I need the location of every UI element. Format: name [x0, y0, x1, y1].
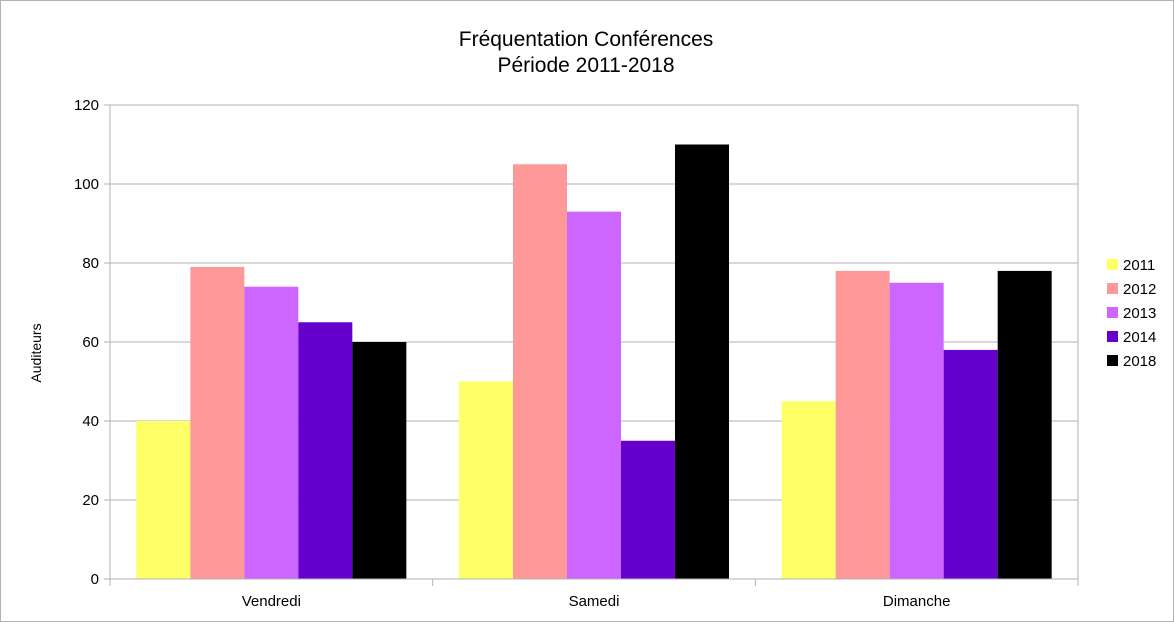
x-tick-labels: Vendredi Samedi Dimanche: [242, 593, 951, 610]
bar-samedi-2011: [459, 381, 513, 579]
bar-vendredi-2018: [352, 342, 407, 579]
axes: [104, 104, 1079, 586]
bar-samedi-2013: [567, 211, 621, 579]
legend-label-2018: 2018: [1123, 353, 1156, 370]
y-axis-title: Auditeurs: [28, 323, 44, 382]
bar-dimanche-2014: [943, 349, 998, 579]
bar-dimanche-2013: [889, 282, 944, 579]
legend-label-2012: 2012: [1123, 281, 1156, 298]
chart-title-line-2: Période 2011-2018: [497, 54, 674, 77]
bar-vendredi-2014: [298, 322, 353, 579]
x-tick-label: Dimanche: [883, 593, 951, 610]
y-tick-label: 40: [82, 413, 99, 430]
y-tick-label: 100: [74, 176, 99, 193]
legend: 2011 2012 2013 2014 2018: [1107, 257, 1156, 370]
legend-label-2011: 2011: [1123, 257, 1155, 274]
bar-vendredi-2012: [190, 266, 245, 579]
y-tick-label: 0: [91, 571, 99, 588]
legend-swatch-2011: [1107, 259, 1118, 270]
y-tick-label: 120: [74, 97, 99, 114]
legend-swatch-2014: [1107, 331, 1118, 342]
legend-label-2013: 2013: [1123, 305, 1156, 322]
chart-title: Fréquentation Conférences Période 2011-2…: [459, 28, 714, 77]
x-tick-label: Samedi: [569, 593, 620, 610]
y-tick-label: 80: [82, 255, 99, 272]
bar-vendredi-2013: [244, 286, 299, 579]
bar-dimanche-2012: [835, 270, 890, 579]
bar-samedi-2014: [621, 440, 675, 579]
x-tick-label: Vendredi: [242, 593, 301, 610]
bar-dimanche-2018: [997, 270, 1052, 579]
legend-swatch-2013: [1107, 307, 1118, 318]
bars: [136, 144, 1052, 579]
y-tick-labels: 0 20 40 60 80 100 120: [74, 97, 99, 588]
legend-swatch-2018: [1107, 355, 1118, 366]
legend-swatch-2012: [1107, 283, 1118, 294]
bar-samedi-2012: [513, 164, 567, 579]
bar-vendredi-2011: [136, 421, 191, 579]
bar-samedi-2018: [675, 144, 729, 579]
y-tick-label: 20: [82, 492, 99, 509]
legend-label-2014: 2014: [1123, 329, 1156, 346]
chart-title-line-1: Fréquentation Conférences: [459, 28, 714, 51]
y-tick-label: 60: [82, 334, 99, 351]
bar-dimanche-2011: [781, 401, 836, 579]
